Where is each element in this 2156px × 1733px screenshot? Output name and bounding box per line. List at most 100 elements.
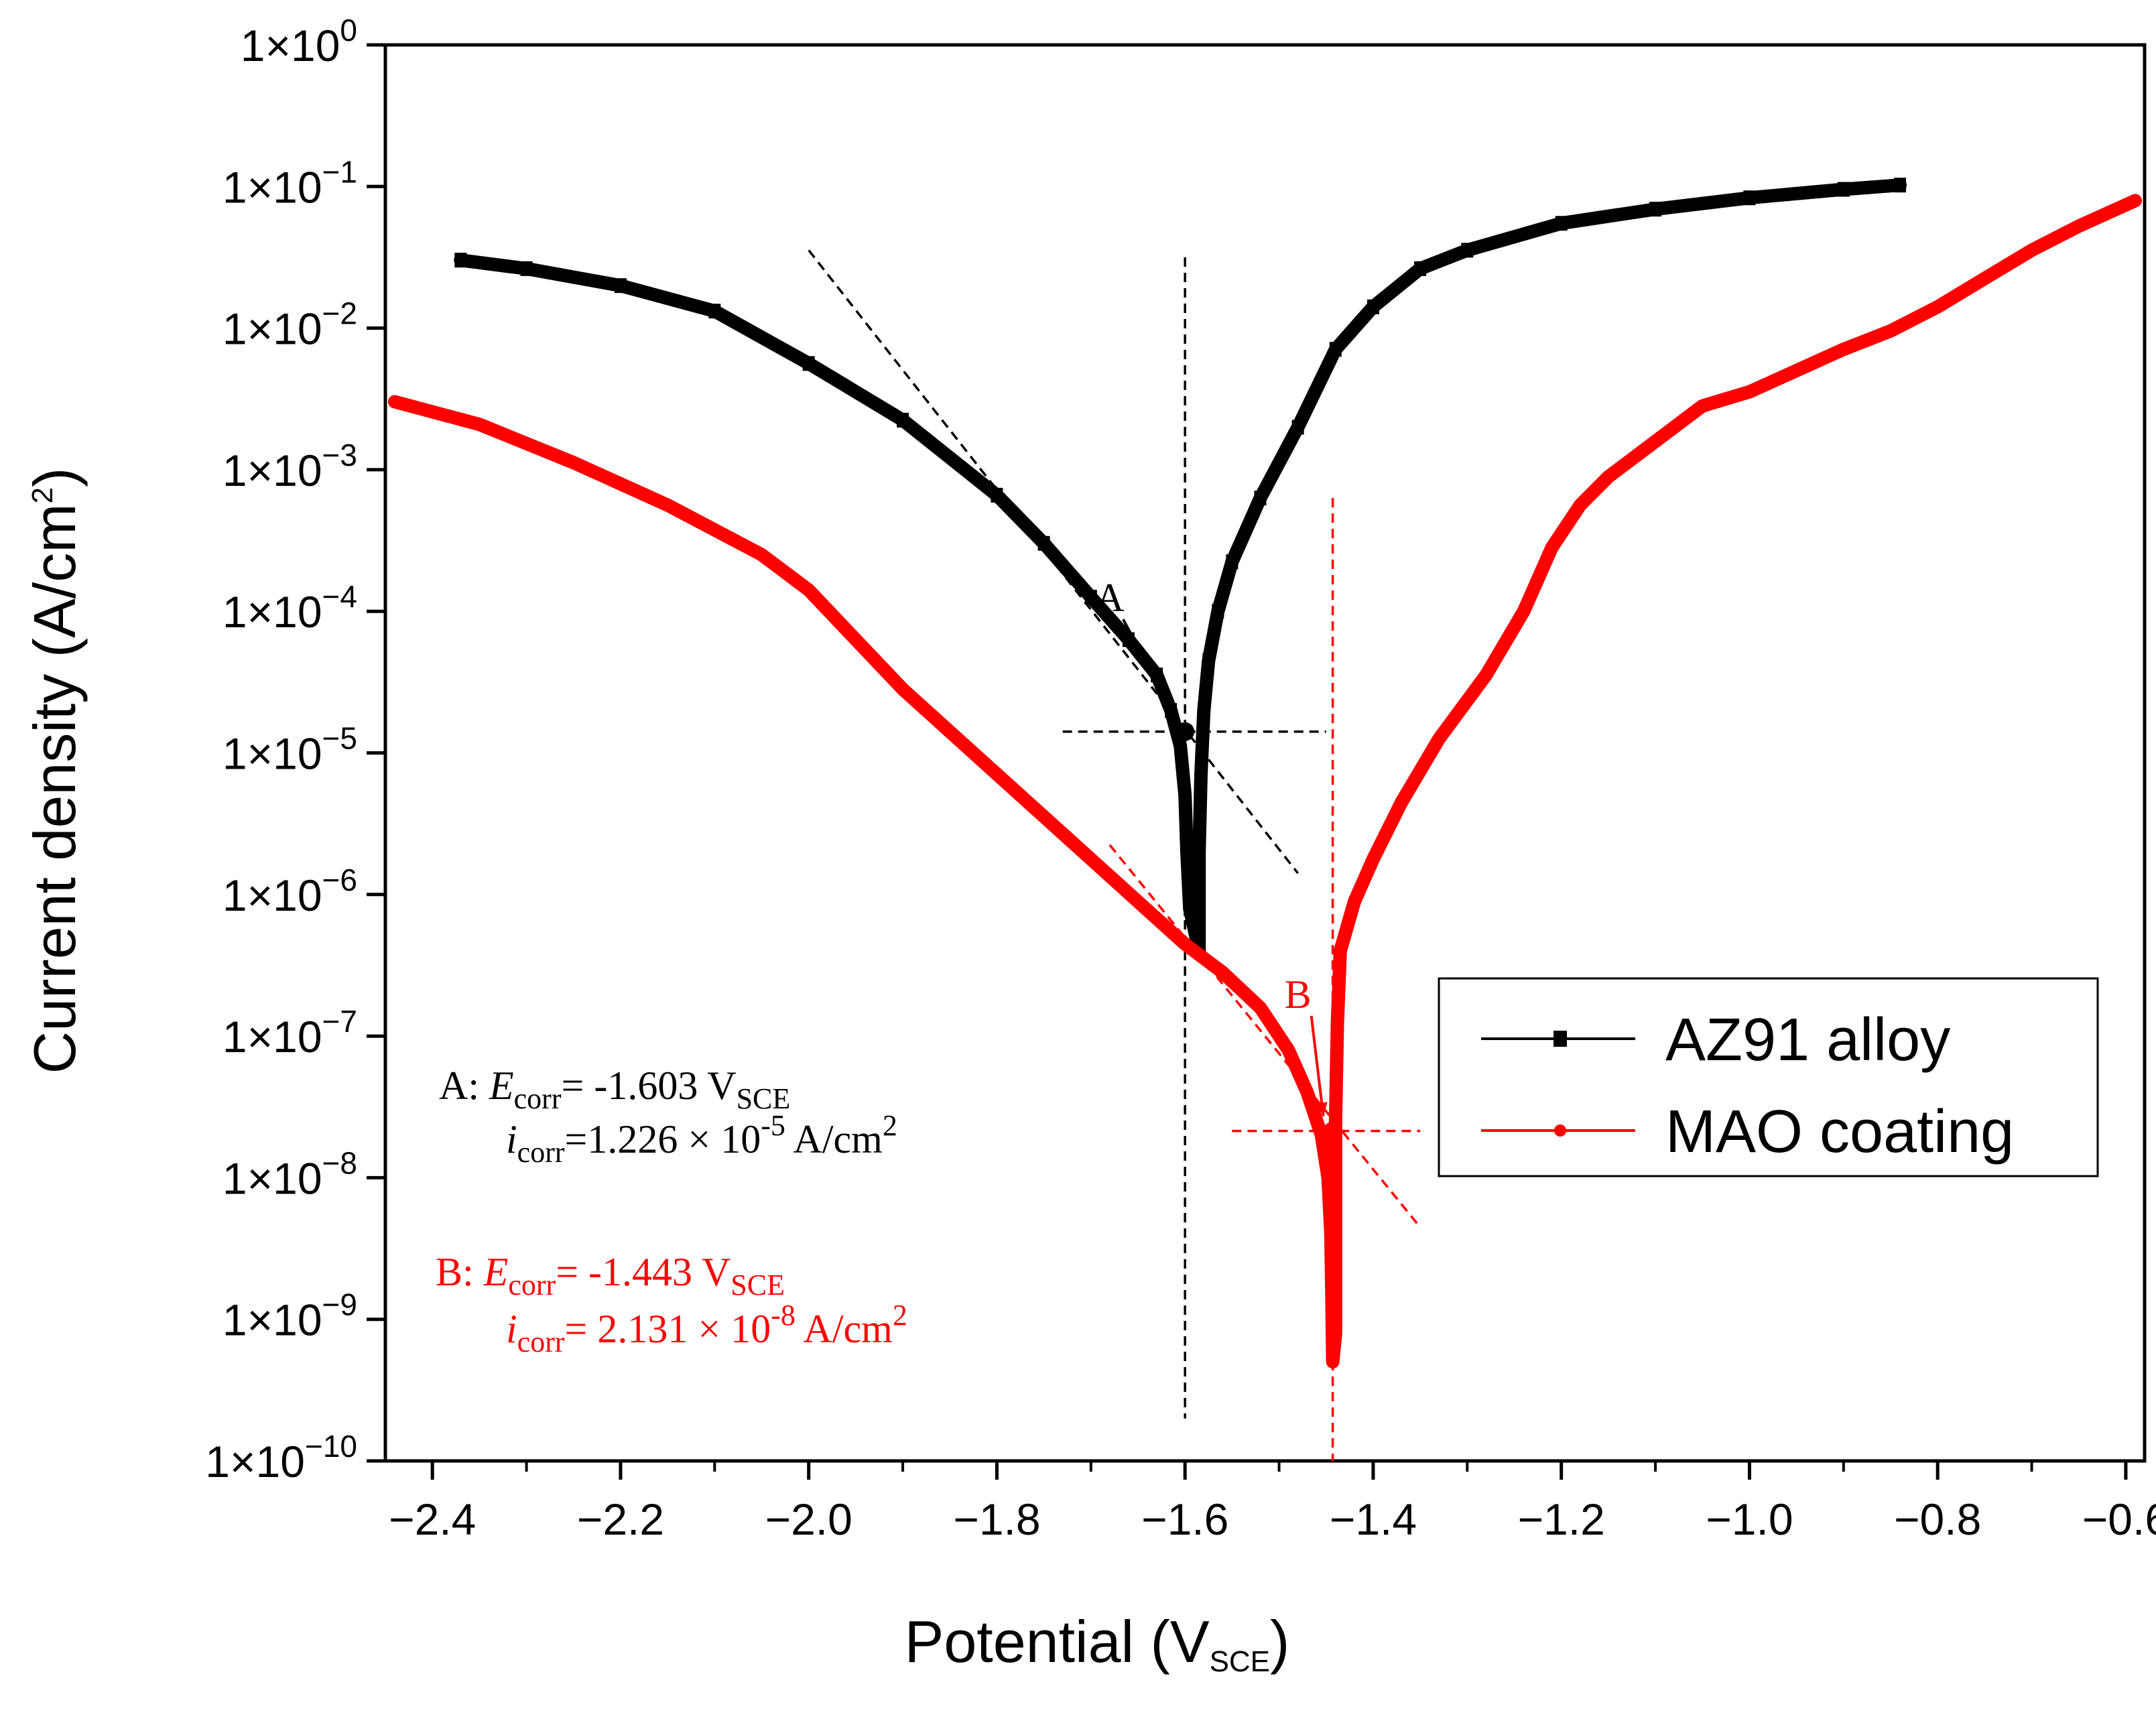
y-tick-label: 1×10−1	[223, 154, 357, 212]
y-tick-label-base: 1×10	[223, 1153, 322, 1203]
x-tick-label: −2.4	[389, 1494, 476, 1544]
data-point	[1480, 669, 1493, 682]
corrosion-point-a	[1176, 722, 1195, 741]
tafel-line	[1108, 844, 1421, 1228]
data-point	[1348, 895, 1360, 908]
data-point	[1555, 216, 1568, 231]
marker-arrowhead	[1316, 1102, 1328, 1116]
annotation-a-ecorr-sub: corr	[514, 1082, 562, 1115]
data-point	[1367, 299, 1379, 314]
y-axis-title-sup: 2	[26, 487, 59, 503]
y-tick-label-exp: −3	[322, 438, 357, 472]
annotation-b-icorr-value: = 2.131 × 10	[565, 1307, 771, 1351]
legend-item-az91: AZ91 alloy	[1481, 1007, 1950, 1074]
annotation-a-icorr-sub: corr	[517, 1136, 565, 1169]
data-point	[1324, 1228, 1337, 1240]
series-layer	[388, 178, 2142, 1369]
y-tick-label-exp: −9	[322, 1287, 357, 1322]
data-point	[1574, 499, 1586, 511]
annotation-b: B: Ecorr= -1.443 VSCE icorr= 2.131 × 10-…	[436, 1250, 907, 1358]
y-tick-label-base: 1×10	[223, 871, 322, 920]
data-point	[1461, 243, 1474, 258]
data-point	[1517, 605, 1530, 618]
corrosion-markers: AB	[1095, 576, 1342, 1141]
annotation-a-line1: A: Ecorr= -1.603 VSCE	[439, 1064, 790, 1115]
annotation-b-icorr-exp: -8	[771, 1299, 796, 1332]
data-point	[1790, 364, 1803, 377]
y-tick-label-base: 1×10	[223, 304, 322, 354]
data-point	[1649, 202, 1662, 217]
marker-label-b: B	[1285, 972, 1312, 1017]
data-point	[1743, 385, 1756, 398]
annotation-b-ecorr-sym: E	[483, 1250, 509, 1294]
data-point	[1326, 1356, 1339, 1368]
annotation-b-prefix: B:	[436, 1250, 484, 1294]
annotation-a-ecorr-unit-sub: SCE	[737, 1082, 791, 1115]
data-point	[1282, 1044, 1295, 1057]
data-point	[1131, 895, 1144, 908]
y-tick-label-exp: −5	[322, 721, 357, 756]
x-tick-label: −2.0	[765, 1494, 852, 1544]
data-point	[389, 395, 401, 408]
data-point	[1084, 590, 1097, 605]
data-point	[708, 304, 721, 319]
annotation-b-line1: B: Ecorr= -1.443 VSCE	[436, 1250, 785, 1301]
legend-marker-az91	[1553, 1031, 1567, 1047]
y-axis-title: Current density (A/cm2)	[21, 468, 88, 1074]
x-tick-label: −1.6	[1141, 1494, 1228, 1544]
y-tick-label: 1×10−10	[205, 1429, 357, 1486]
data-point	[991, 487, 1003, 503]
legend-marker-mao	[1554, 1125, 1566, 1137]
plot-frame	[383, 43, 2147, 1463]
y-tick-label-base: 1×10	[223, 729, 322, 779]
data-point	[473, 418, 486, 431]
data-point	[1212, 604, 1224, 619]
data-point	[1226, 554, 1239, 570]
y-axis-title-text: Current density (A/cm	[21, 503, 88, 1074]
annotation-a-icorr-exp: -5	[761, 1109, 785, 1142]
data-point	[802, 584, 815, 596]
annotation-a-icorr-unit: A/cm	[785, 1117, 883, 1161]
x-tick-label: −0.8	[1894, 1494, 1981, 1544]
legend: AZ91 alloy MAO coating	[1438, 977, 2099, 1177]
y-tick-label-exp: −10	[305, 1429, 357, 1464]
y-tick-label-exp: −2	[322, 296, 357, 331]
y-tick-label-exp: −8	[322, 1145, 357, 1180]
x-tick-label: −1.2	[1518, 1494, 1605, 1544]
data-point	[1193, 844, 1206, 860]
data-point	[1326, 1285, 1338, 1297]
x-axis-title-close: )	[1270, 1608, 1289, 1675]
data-point	[1179, 938, 1192, 950]
y-axis-title-close: )	[21, 468, 88, 487]
data-point	[1334, 945, 1346, 958]
marker-label-a: A	[1095, 576, 1124, 620]
data-point	[1301, 1086, 1314, 1099]
annotation-a-ecorr-value: = -1.603 V	[562, 1064, 737, 1108]
data-point	[1202, 653, 1215, 669]
annotation-a-icorr-value: =1.226 × 10	[565, 1117, 761, 1161]
data-point	[1174, 738, 1187, 753]
annotation-a-icorr-unit-sup: 2	[883, 1109, 897, 1142]
y-tick-label: 1×10−6	[223, 862, 357, 920]
y-tick-label-base: 1×10	[205, 1437, 305, 1486]
data-point	[1179, 787, 1192, 803]
y-tick-label-exp: −1	[322, 154, 357, 189]
y-tick-label: 1×10−4	[223, 579, 357, 637]
tafel-line	[808, 249, 1299, 875]
corrosion-point-b	[1323, 1121, 1342, 1141]
y-tick-label: 1×10−3	[223, 438, 357, 495]
series-curve-az91	[454, 178, 1907, 958]
data-point	[991, 768, 1003, 781]
series-curve-mao	[388, 194, 2142, 1369]
x-axis-title-text: Potential (V	[905, 1608, 1210, 1675]
data-point	[2129, 194, 2141, 207]
y-tick-label-base: 1×10	[223, 162, 322, 212]
data-point	[1696, 399, 1709, 412]
data-point	[1254, 1001, 1267, 1014]
y-tick-label: 1×100	[241, 13, 357, 70]
data-point	[520, 261, 533, 276]
y-tick-label: 1×10−9	[223, 1287, 357, 1345]
annotation-a-ecorr-sym: E	[489, 1064, 514, 1108]
y-tick-label: 1×10−5	[223, 721, 357, 779]
